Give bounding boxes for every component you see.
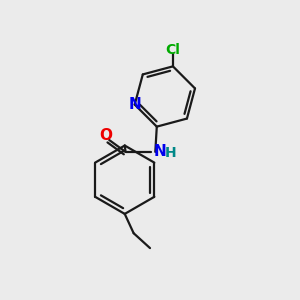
- Text: O: O: [99, 128, 112, 143]
- Text: N: N: [153, 144, 166, 159]
- Text: H: H: [165, 146, 177, 161]
- Text: Cl: Cl: [166, 43, 180, 57]
- Text: N: N: [128, 97, 141, 112]
